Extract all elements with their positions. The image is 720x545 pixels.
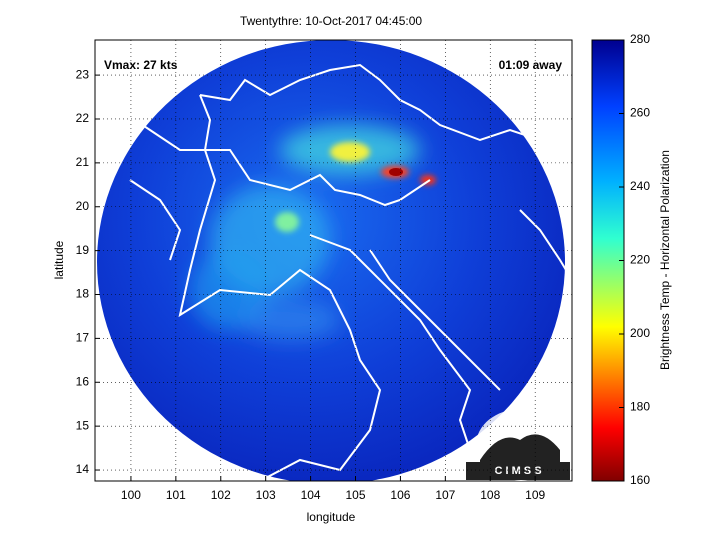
x-tick-label: 104 xyxy=(301,488,321,502)
x-tick-label: 103 xyxy=(256,488,276,502)
x-tick-label: 105 xyxy=(345,488,365,502)
y-tick-label: 20 xyxy=(76,199,90,213)
colorbar-label: Brightness Temp - Horizontal Polarizatio… xyxy=(658,150,672,370)
y-tick-label: 17 xyxy=(76,331,90,345)
y-tick-label: 21 xyxy=(76,155,90,169)
y-tick-label: 16 xyxy=(76,374,90,388)
x-tick-label: 108 xyxy=(480,488,500,502)
colorbar-tick-label: 180 xyxy=(630,400,650,414)
y-tick-label: 23 xyxy=(76,67,90,81)
colorbar-tick-label: 160 xyxy=(630,473,650,487)
y-tick-label: 18 xyxy=(76,287,90,301)
colorbar-tick-label: 280 xyxy=(630,32,650,46)
y-tick-label: 19 xyxy=(76,243,90,257)
x-tick-label: 101 xyxy=(166,488,186,502)
x-tick-label: 106 xyxy=(390,488,410,502)
colorbar-tick-label: 200 xyxy=(630,326,650,340)
x-tick-label: 107 xyxy=(435,488,455,502)
plot-frame xyxy=(94,39,573,482)
y-tick-label: 15 xyxy=(76,418,90,432)
y-tick-label: 22 xyxy=(76,111,90,125)
x-tick-label: 102 xyxy=(211,488,231,502)
logo-text: C I M S S xyxy=(494,465,541,477)
colorbar-tick-label: 240 xyxy=(630,179,650,193)
borders xyxy=(95,63,572,481)
logo: C I M S S xyxy=(466,409,570,481)
y-tick-label: 14 xyxy=(76,462,90,476)
cold-core xyxy=(389,168,403,176)
y-axis-label: latitude xyxy=(52,240,66,279)
x-axis-label: longitude xyxy=(307,510,356,524)
time-away-label: 01:09 away xyxy=(499,58,563,72)
radar-image xyxy=(95,40,572,481)
colorbar xyxy=(591,39,625,482)
colorbar-tick-label: 220 xyxy=(630,253,650,267)
title: Twentythre: 10-Oct-2017 04:45:00 xyxy=(240,14,422,28)
colorbar-tick-label: 260 xyxy=(630,106,650,120)
x-tick-label: 109 xyxy=(525,488,545,502)
x-tick-label: 100 xyxy=(121,488,141,502)
vmax-label: Vmax: 27 kts xyxy=(104,58,178,72)
